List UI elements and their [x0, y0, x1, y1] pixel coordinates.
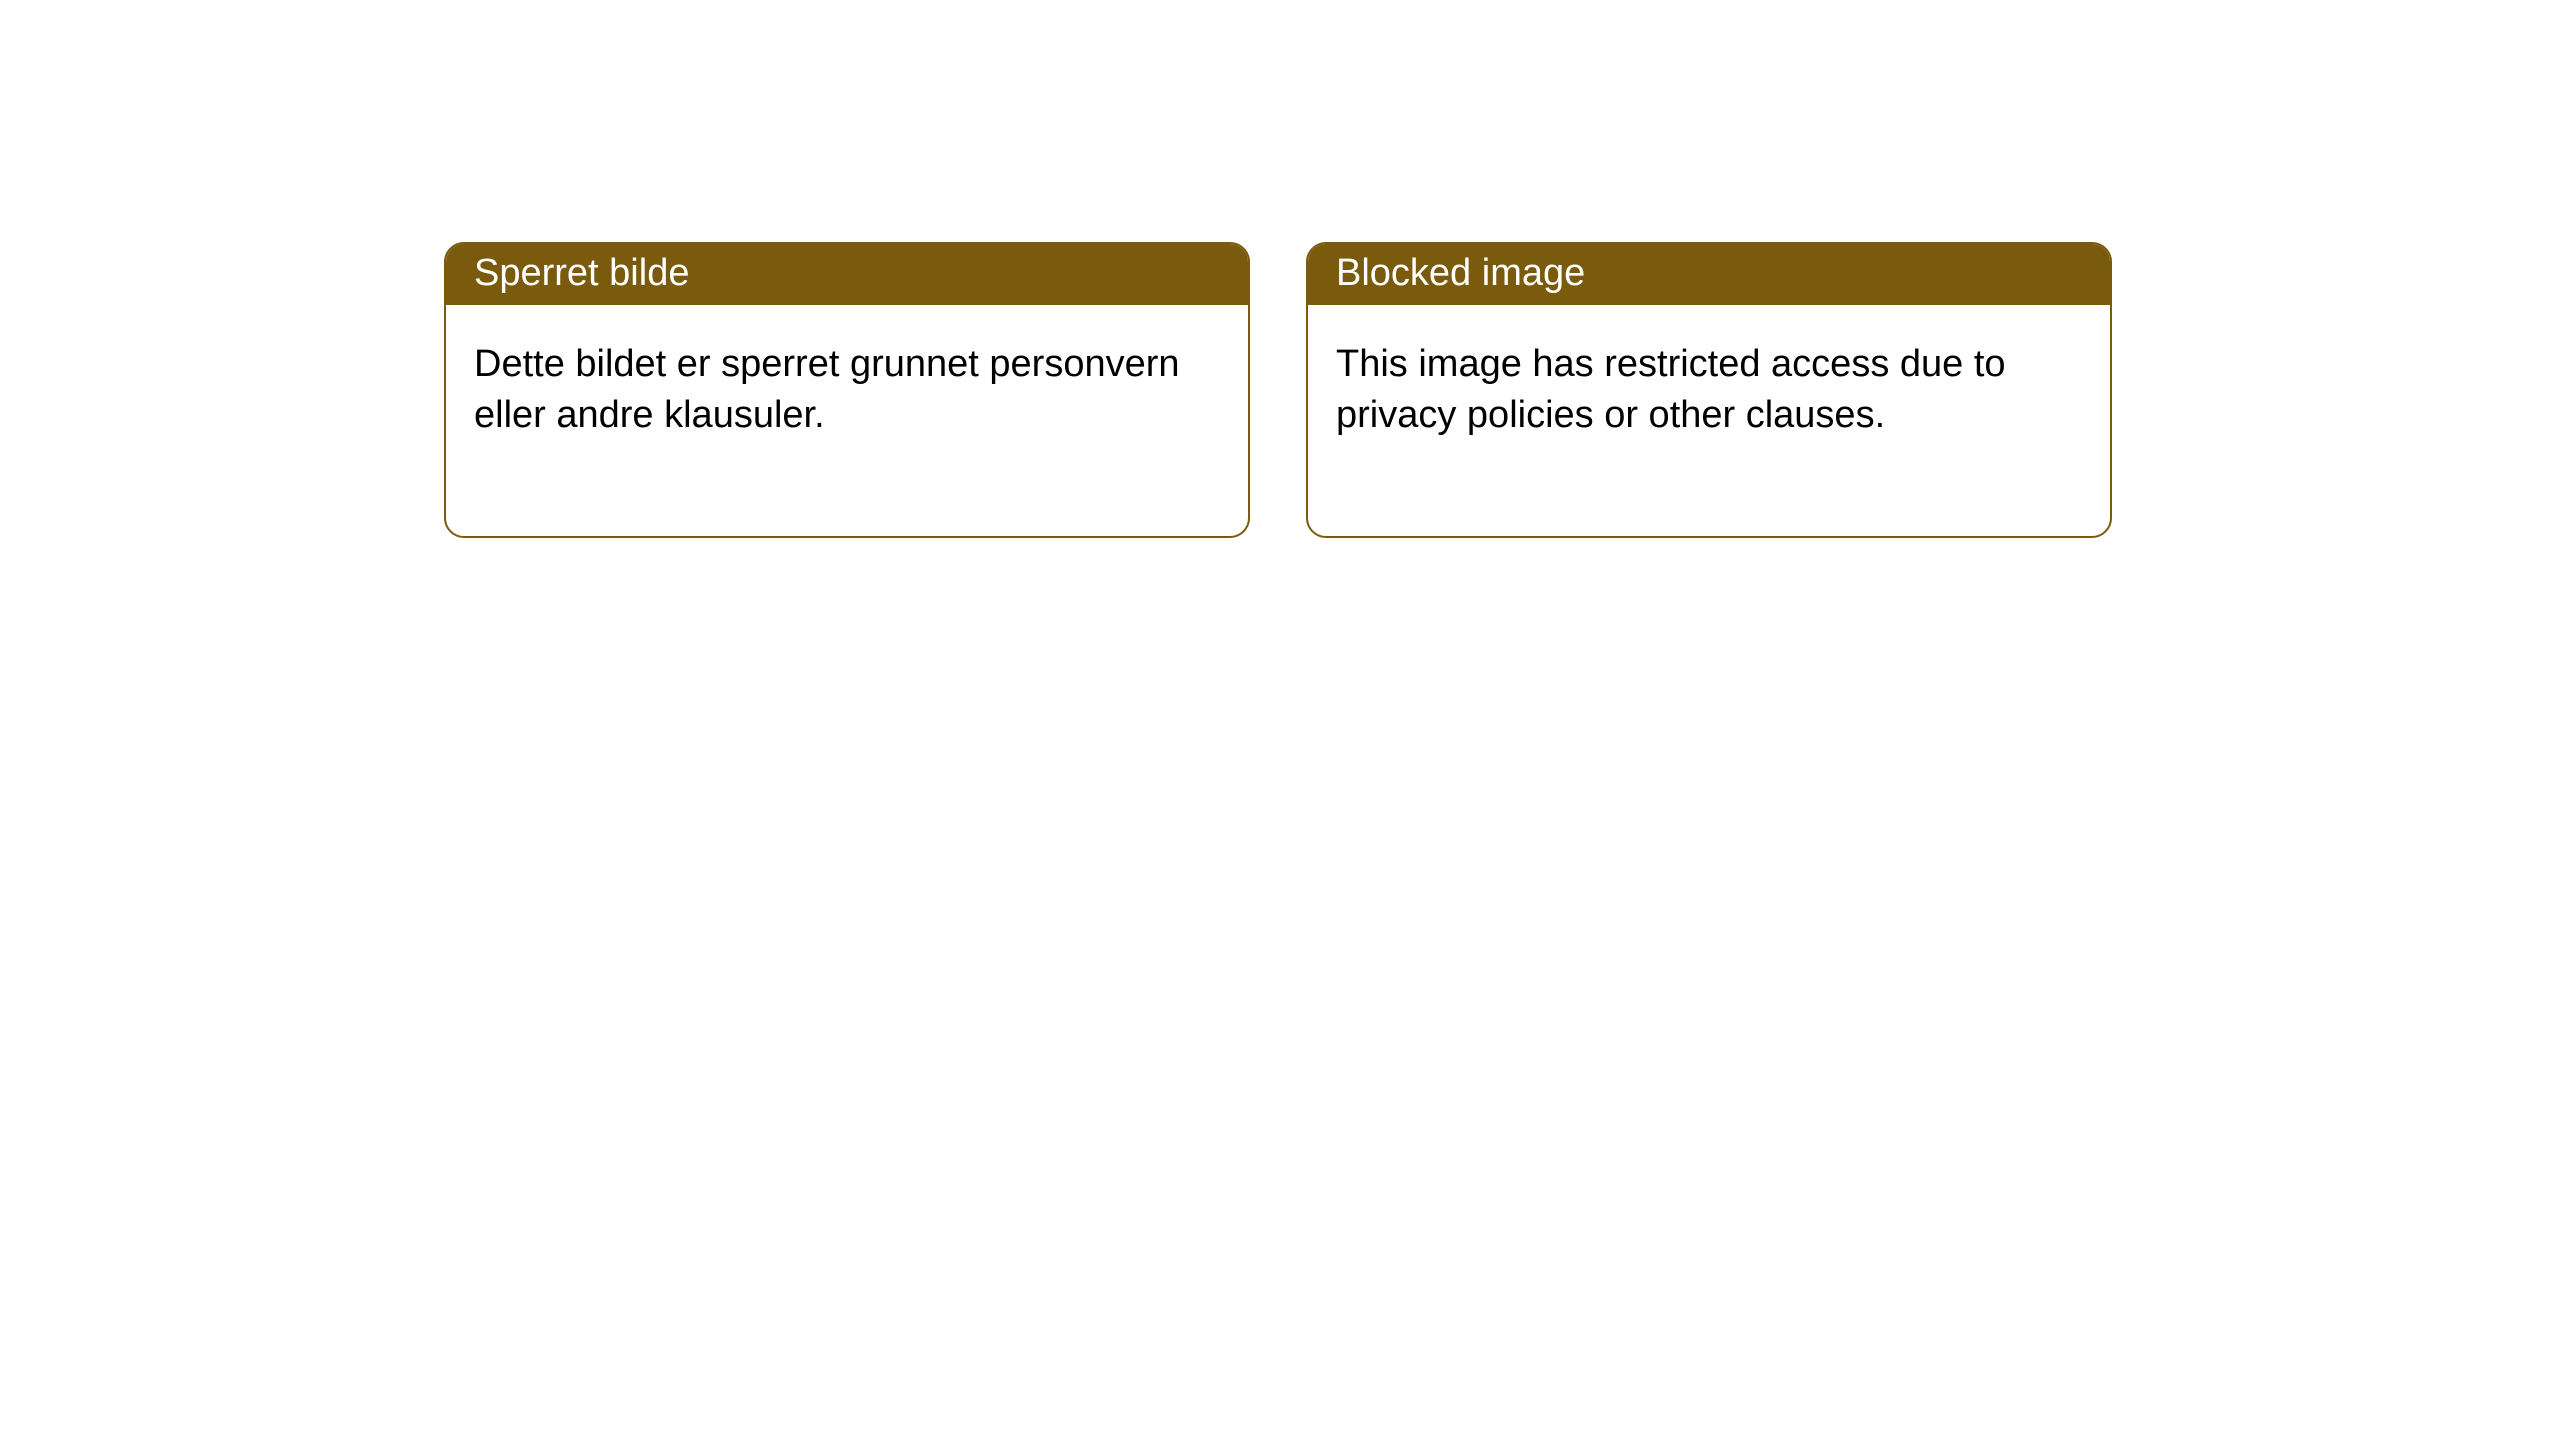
notice-card-title: Sperret bilde — [446, 244, 1248, 305]
notice-card-body: Dette bildet er sperret grunnet personve… — [446, 305, 1248, 536]
notice-card-norwegian: Sperret bilde Dette bildet er sperret gr… — [444, 242, 1250, 538]
notice-container: Sperret bilde Dette bildet er sperret gr… — [0, 0, 2560, 538]
notice-card-title: Blocked image — [1308, 244, 2110, 305]
notice-card-body: This image has restricted access due to … — [1308, 305, 2110, 536]
notice-card-english: Blocked image This image has restricted … — [1306, 242, 2112, 538]
